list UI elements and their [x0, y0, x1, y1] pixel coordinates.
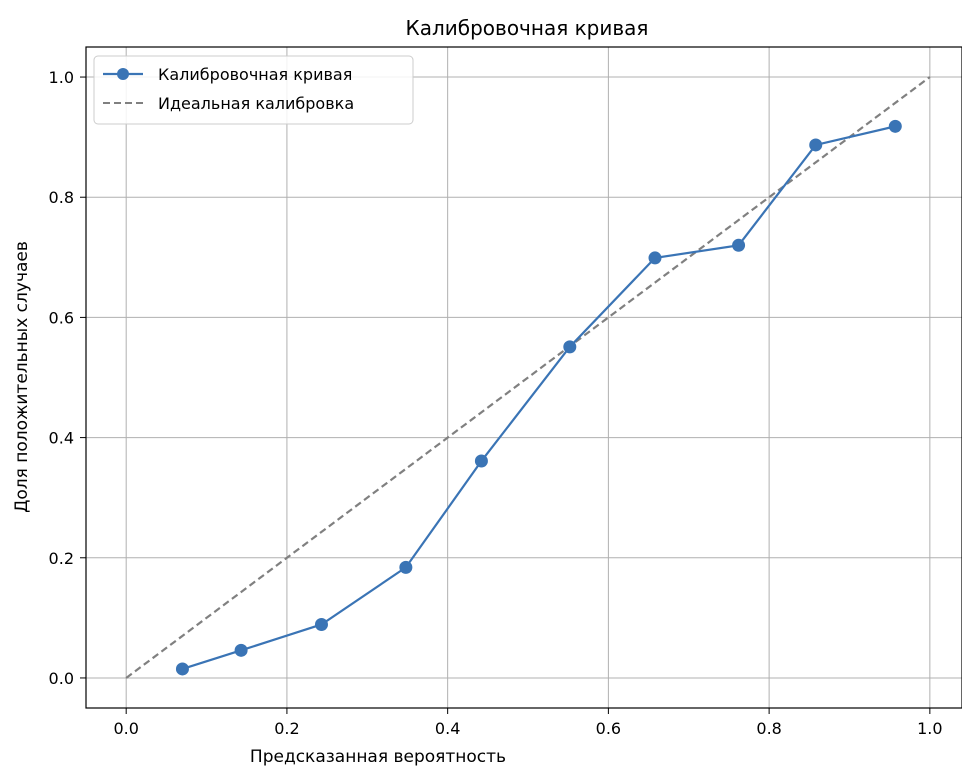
y-tick-label: 1.0 [49, 68, 74, 87]
axes-frame [85, 46, 962, 709]
y-tick-label: 0.4 [49, 429, 74, 448]
calibration-curve-line [182, 125, 896, 670]
calibration-point [474, 454, 488, 468]
x-tick-label: 1.0 [917, 719, 942, 738]
x-tick-label: 0.0 [113, 719, 138, 738]
legend-label-ideal: Идеальная калибровка [158, 94, 354, 113]
axis-ticks: 0.0 0.2 0.4 0.6 0.8 1.0 0.0 0.2 0.4 0.6 0.8 1.0 [49, 68, 943, 738]
calibration-point [563, 340, 577, 354]
y-tick-label: 0.6 [49, 308, 74, 327]
x-axis-label: Предсказанная вероятность [250, 747, 506, 767]
chart-title: Калибровочная кривая [406, 16, 649, 40]
calibration-point [648, 251, 662, 265]
calibration-point [732, 238, 746, 252]
calibration-point [175, 662, 189, 676]
x-tick-label: 0.2 [274, 719, 299, 738]
calibration-point [399, 560, 413, 574]
y-tick-label: 0.8 [49, 188, 74, 207]
plot-area [125, 76, 931, 679]
legend: Калибровочная кривая Идеальная калибровк… [93, 55, 414, 125]
x-tick-label: 0.6 [596, 719, 621, 738]
calibration-point [314, 617, 328, 631]
legend-label-curve: Калибровочная кривая [158, 65, 352, 84]
x-tick-label: 0.4 [435, 719, 460, 738]
y-tick-label: 0.0 [49, 669, 74, 688]
y-tick-label: 0.2 [49, 549, 74, 568]
calibration-point [234, 643, 248, 657]
legend-box [93, 55, 414, 125]
x-tick-label: 0.8 [756, 719, 781, 738]
ideal-calibration-line [125, 76, 931, 679]
y-axis-label: Доля положительных случаев [12, 241, 32, 513]
calibration-point [888, 119, 902, 133]
calibration-point [809, 138, 823, 152]
legend-curve-marker [117, 68, 129, 80]
